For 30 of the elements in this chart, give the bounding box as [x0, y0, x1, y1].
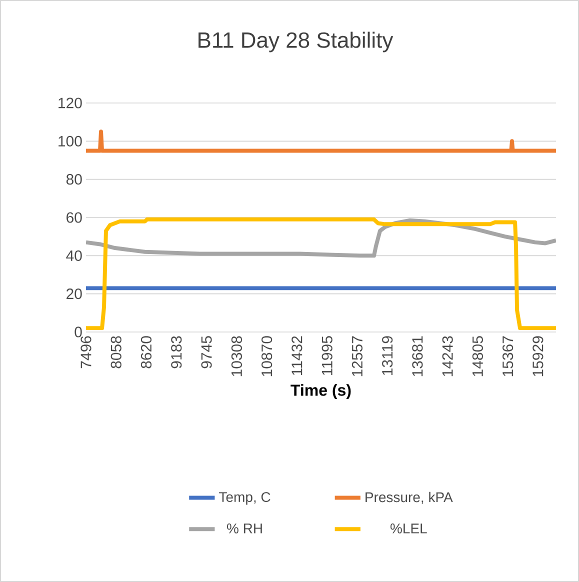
y-tick-label: 20 [66, 288, 82, 300]
y-tick-label: 80 [66, 174, 82, 185]
x-tick-label: 14805 [472, 336, 483, 376]
x-tick-label: 8620 [140, 336, 152, 368]
y-tick-label: 120 [58, 98, 82, 108]
x-tick-label: 15929 [532, 336, 544, 376]
legend-label: %LEL [390, 524, 427, 534]
x-tick-label: 12557 [352, 336, 363, 376]
x-tick-label: 7496 [80, 336, 92, 368]
line-series [86, 217, 556, 330]
x-tick-label: 10870 [262, 336, 272, 376]
legend-label: % RH [227, 524, 262, 534]
y-tick-label: 0 [74, 326, 82, 338]
x-tick-label: 11432 [292, 336, 302, 375]
x-tick-label: 10308 [231, 336, 242, 376]
legend-label: Pressure, kPA [366, 492, 453, 504]
x-tick-label: 9183 [171, 336, 182, 368]
x-axis-title: Time (s) [290, 384, 351, 400]
y-tick-label: 100 [58, 136, 82, 146]
x-tick-label: 9745 [201, 336, 212, 368]
x-tick-label: 14243 [442, 336, 453, 376]
x-tick-label: 15367 [502, 336, 514, 376]
y-tick-label: 40 [66, 250, 82, 261]
x-tick-label: 11995 [322, 336, 332, 375]
x-tick-label: 13681 [412, 336, 423, 376]
y-tick-label: 60 [66, 212, 82, 223]
chart-title: B11 Day 28 Stability [198, 32, 394, 52]
x-tick-label: 8058 [110, 336, 122, 368]
legend-label: Temp, C [219, 492, 270, 505]
x-tick-label: 13119 [382, 336, 393, 375]
